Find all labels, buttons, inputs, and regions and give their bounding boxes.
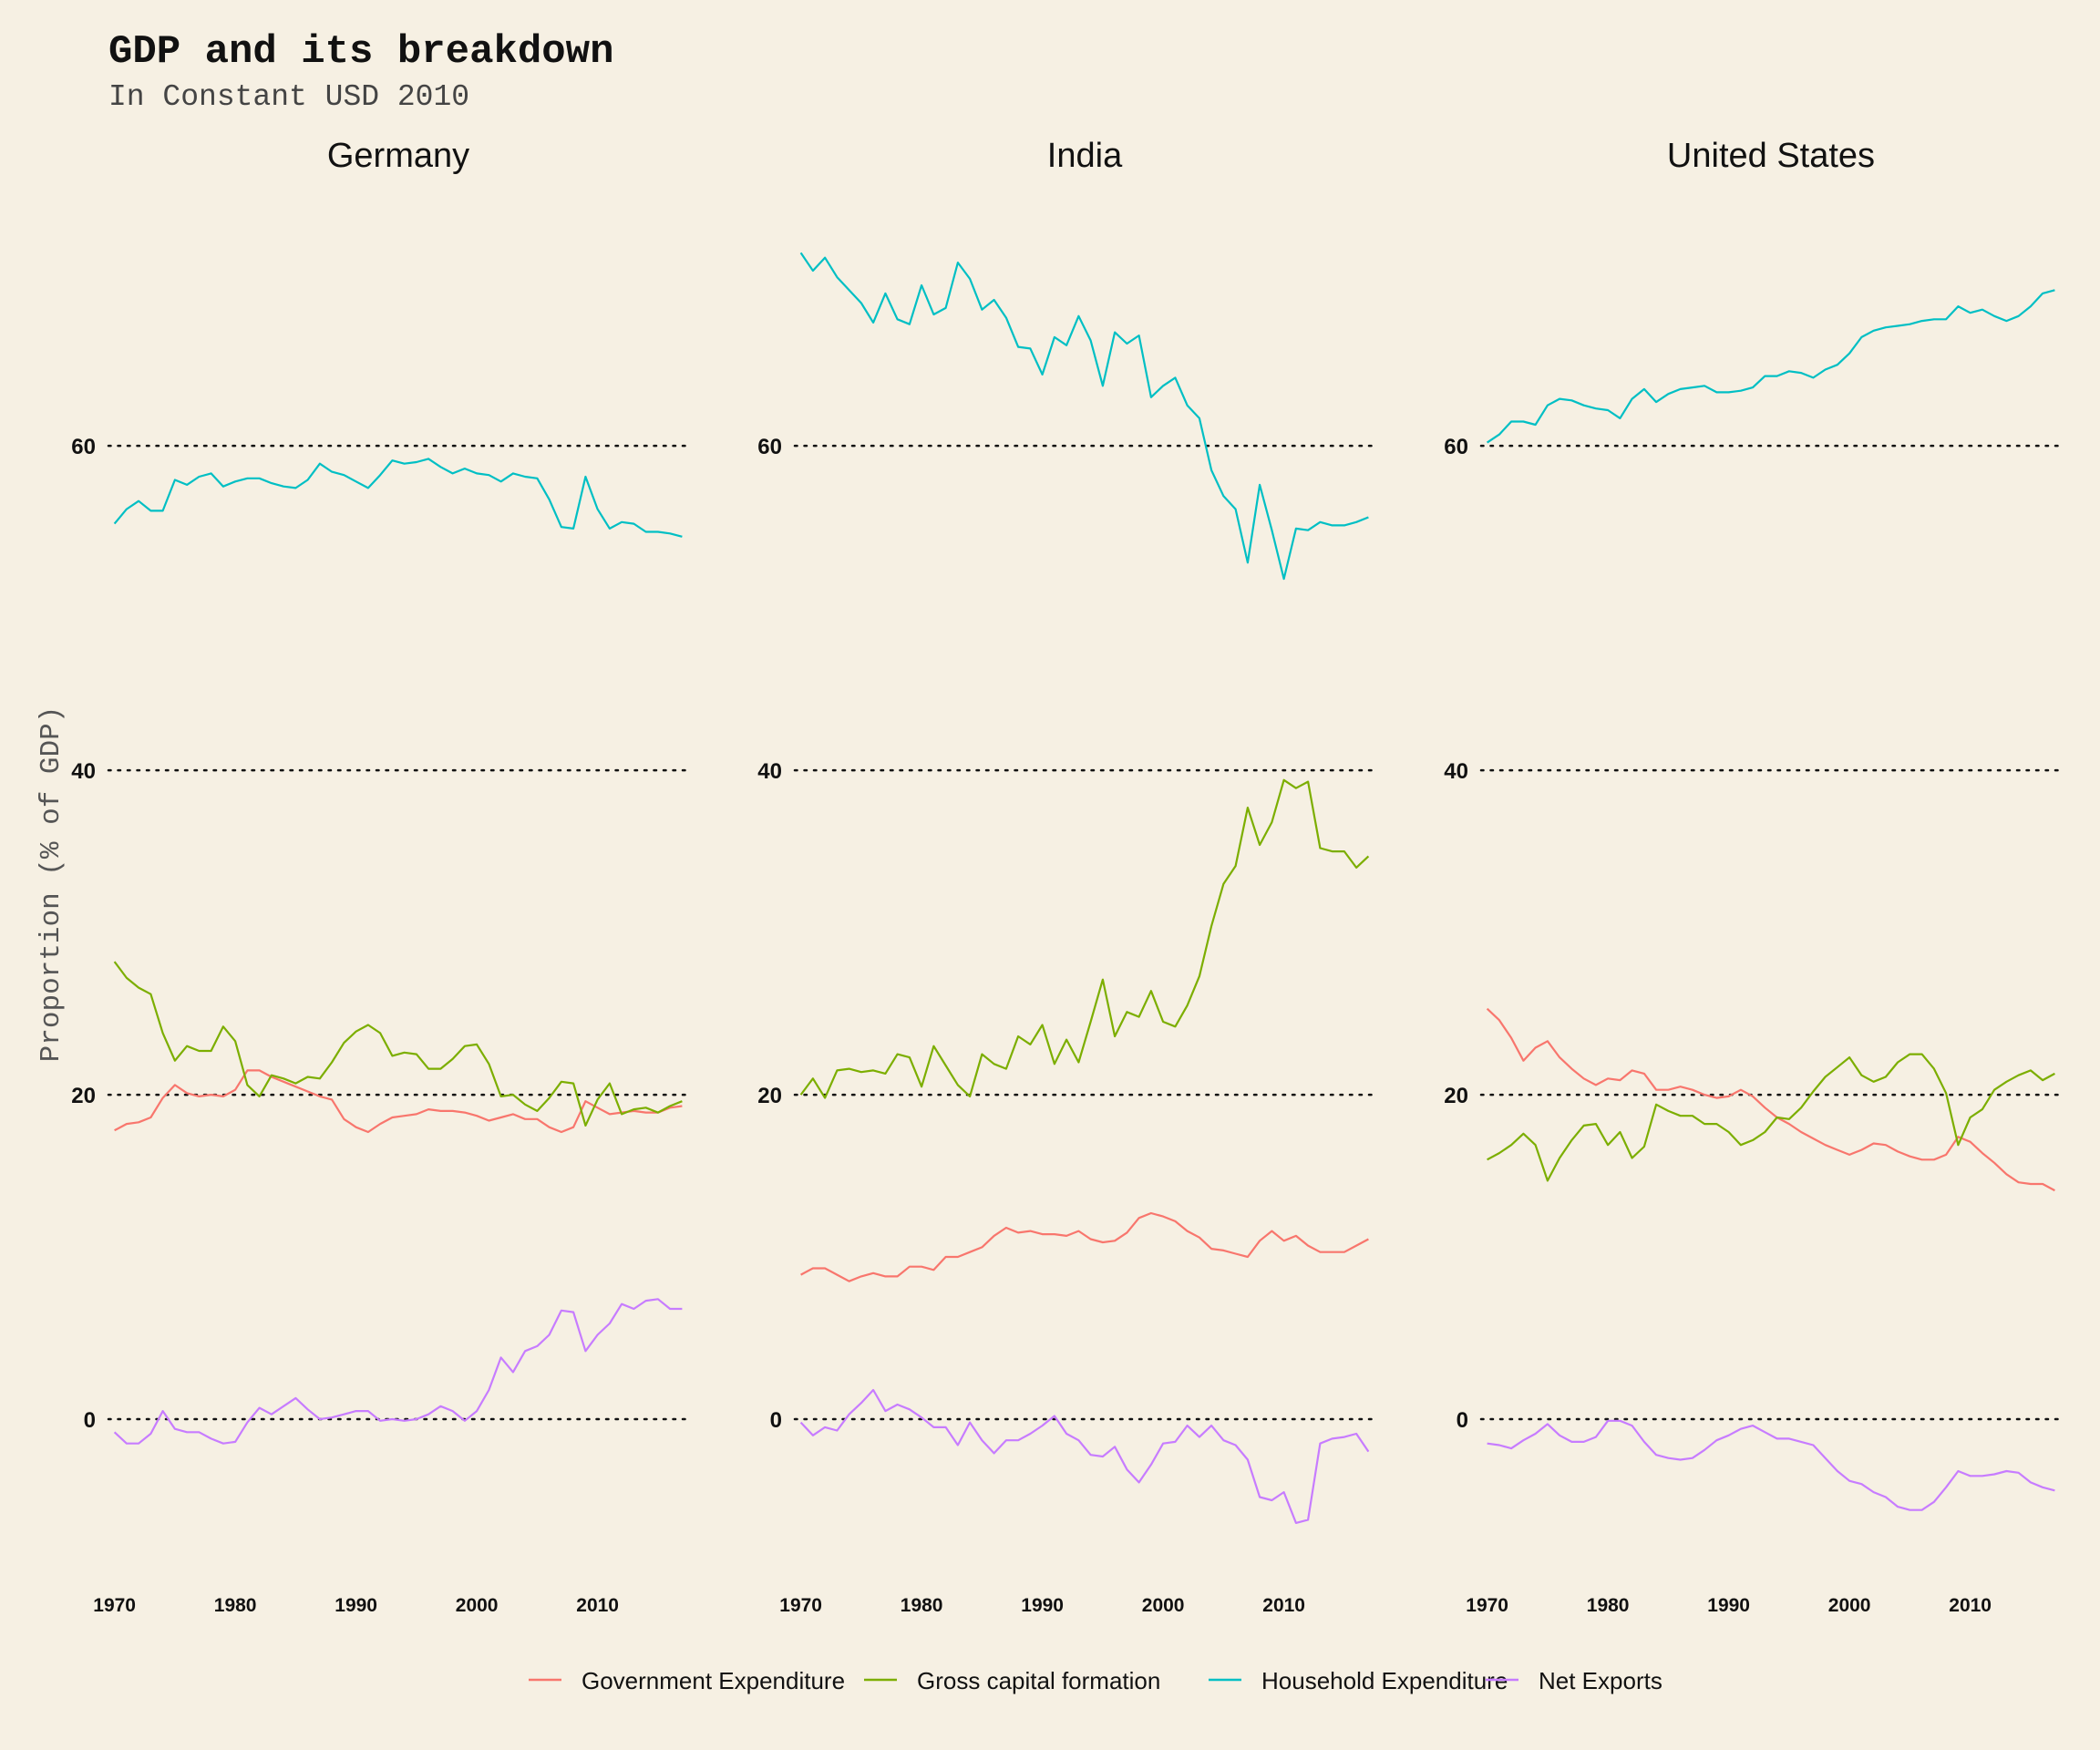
y-tick-label: 40 — [71, 759, 96, 784]
x-tick-label: 1990 — [1021, 1595, 1064, 1616]
x-tick-label: 1980 — [901, 1595, 943, 1616]
x-tick-label: 2000 — [1142, 1595, 1185, 1616]
x-tick-label: 1970 — [1466, 1595, 1508, 1616]
x-tick-label: 1970 — [93, 1595, 136, 1616]
y-tick-label: 0 — [770, 1408, 782, 1433]
legend-item-net-exports: Net Exports — [1486, 1667, 1662, 1694]
y-tick-label: 40 — [757, 759, 782, 784]
y-tick-label: 0 — [84, 1408, 96, 1433]
x-tick-label: 2010 — [1949, 1595, 1992, 1616]
series-line-india-household-expenditure — [799, 252, 1369, 581]
x-tick-label: 2010 — [1262, 1595, 1305, 1616]
series-line-united-states-government-expenditure — [1486, 1007, 2055, 1192]
x-tick-label: 1980 — [1587, 1595, 1630, 1616]
x-tick-label: 1980 — [214, 1595, 257, 1616]
legend-label: Gross capital formation — [917, 1667, 1160, 1694]
chart-title: GDP and its breakdown — [108, 29, 614, 75]
series-line-united-states-gross-capital-formation — [1487, 1053, 2055, 1182]
series-line-india-government-expenditure — [800, 1211, 1369, 1282]
x-tick-label: 2010 — [576, 1595, 619, 1616]
legend: Government Expenditure Gross capital form… — [529, 1667, 1662, 1694]
x-tick-label: 2000 — [456, 1595, 499, 1616]
series-line-germany-government-expenditure — [114, 1069, 683, 1134]
series-line-germany-net-exports — [113, 1298, 683, 1445]
series-line-india-net-exports — [799, 1388, 1370, 1525]
legend-label: Government Expenditure — [582, 1667, 845, 1694]
y-tick-label: 20 — [757, 1084, 782, 1108]
legend-label: Household Expenditure — [1261, 1667, 1508, 1694]
series-line-india-gross-capital-formation — [799, 778, 1370, 1099]
series-line-united-states-net-exports — [1487, 1419, 2055, 1511]
panel-india: India 0 20 40 60 1970 1980 1990 2000 2010 — [757, 137, 1376, 1616]
series-line-germany-household-expenditure — [113, 458, 683, 538]
series-line-united-states-household-expenditure — [1486, 289, 2055, 444]
panel-title-united-states: United States — [1667, 137, 1875, 175]
y-tick-label: 60 — [757, 435, 782, 459]
y-tick-label: 60 — [71, 435, 96, 459]
legend-label: Net Exports — [1539, 1667, 1662, 1694]
series-line-germany-gross-capital-formation — [113, 961, 683, 1127]
legend-item-household-expenditure: Household Expenditure — [1209, 1667, 1508, 1694]
y-tick-label: 0 — [1457, 1408, 1468, 1433]
facet-panels: Germany 0 20 40 60 1970 1980 1990 2000 2010 India 0… — [71, 137, 2063, 1616]
y-tick-label: 60 — [1444, 435, 1468, 459]
y-tick-label: 40 — [1444, 759, 1468, 784]
x-tick-label: 1990 — [335, 1595, 377, 1616]
y-axis-label: Proportion (% of GDP) — [36, 706, 67, 1063]
legend-item-government-expenditure: Government Expenditure — [529, 1667, 845, 1694]
x-tick-label: 1970 — [779, 1595, 822, 1616]
x-tick-label: 1990 — [1707, 1595, 1750, 1616]
panel-title-germany: Germany — [327, 137, 469, 175]
chart-subtitle: In Constant USD 2010 — [108, 80, 469, 114]
panel-germany: Germany 0 20 40 60 1970 1980 1990 2000 2010 — [71, 137, 690, 1616]
panel-united-states: United States 0 20 40 60 1970 1980 1990 2000 2010 — [1444, 137, 2063, 1616]
panel-title-india: India — [1047, 137, 1123, 175]
x-tick-label: 2000 — [1828, 1595, 1871, 1616]
y-tick-label: 20 — [1444, 1084, 1468, 1108]
y-tick-label: 20 — [71, 1084, 96, 1108]
legend-item-gross-capital-formation: Gross capital formation — [864, 1667, 1160, 1694]
